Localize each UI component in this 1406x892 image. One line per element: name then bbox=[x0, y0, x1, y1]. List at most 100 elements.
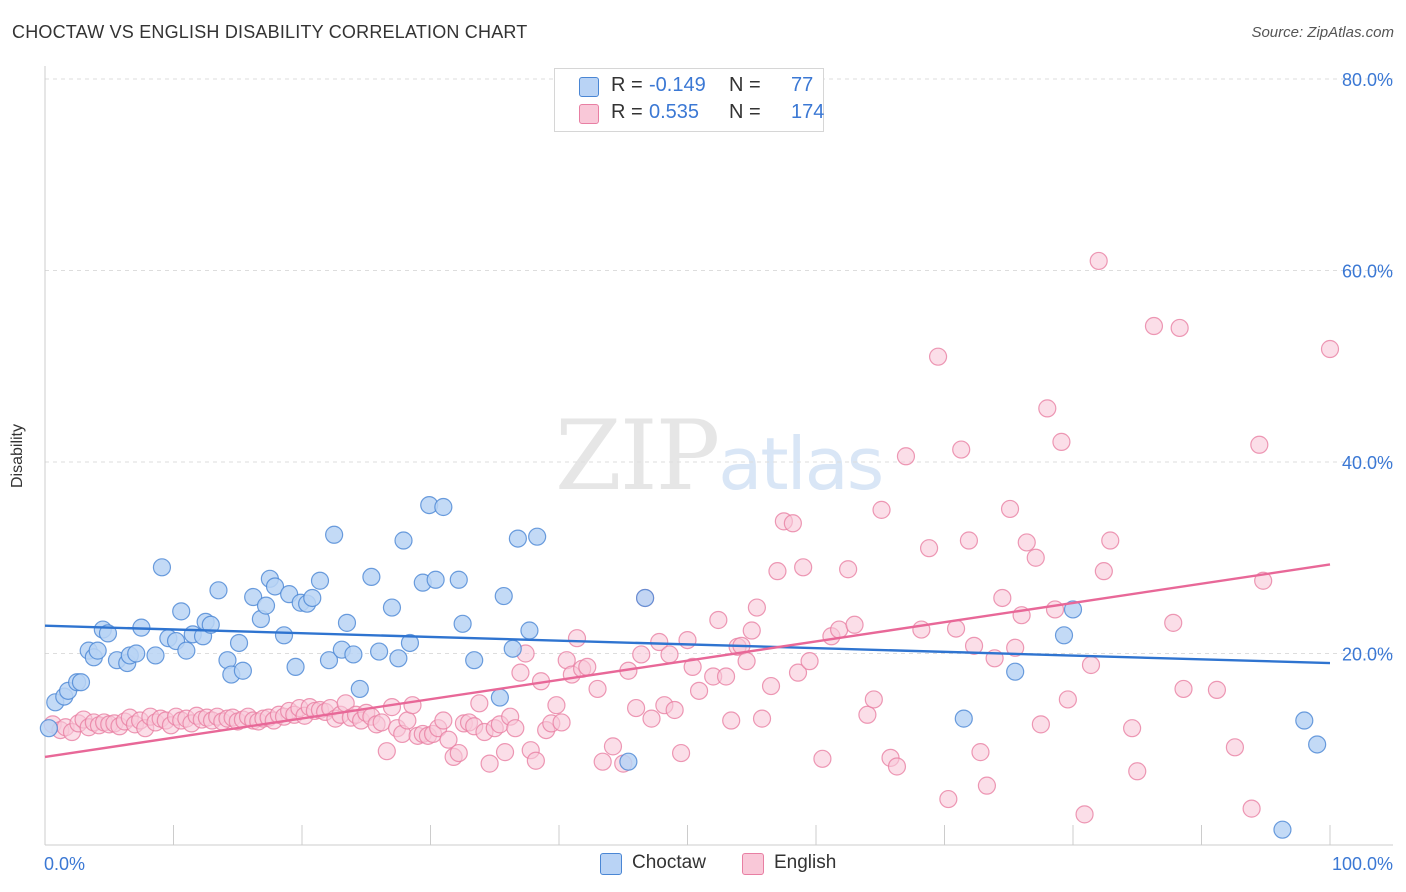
english-point bbox=[830, 620, 849, 639]
choctaw-point bbox=[319, 651, 339, 670]
choctaw-point bbox=[71, 673, 91, 692]
english-point bbox=[1144, 316, 1164, 336]
choctaw-point bbox=[490, 688, 509, 707]
choctaw-point bbox=[389, 649, 408, 668]
english-point bbox=[377, 742, 396, 761]
choctaw-point bbox=[954, 709, 973, 728]
english-point bbox=[752, 709, 772, 728]
english-point bbox=[761, 676, 781, 696]
choctaw-point bbox=[310, 571, 330, 590]
english-point bbox=[946, 619, 966, 638]
choctaw-point bbox=[1063, 600, 1083, 619]
english-point bbox=[858, 705, 877, 724]
english-point bbox=[1242, 799, 1261, 818]
choctaw-point bbox=[350, 679, 369, 699]
english-point bbox=[382, 698, 402, 717]
trend-lines bbox=[44, 563, 1331, 759]
english-point bbox=[839, 560, 858, 579]
choctaw-point bbox=[177, 641, 196, 660]
x-tick-label: 0.0% bbox=[44, 854, 85, 874]
english-point bbox=[1000, 499, 1020, 519]
choctaw-point bbox=[1273, 820, 1292, 839]
english-point bbox=[547, 696, 566, 715]
english-point bbox=[993, 588, 1012, 608]
english-point bbox=[742, 621, 761, 640]
english-point bbox=[1128, 762, 1147, 781]
english-point bbox=[626, 698, 646, 718]
watermark-zip: ZIP bbox=[555, 400, 720, 512]
english-point bbox=[1031, 715, 1050, 734]
english-point bbox=[709, 610, 728, 630]
tick-labels: 20.0% 40.0% 60.0% 80.0% 0.0% 100.0% bbox=[44, 70, 1393, 874]
english-point bbox=[1081, 655, 1101, 675]
english-point bbox=[919, 539, 939, 558]
choctaw-point bbox=[1054, 626, 1074, 645]
y-tick-label: 40.0% bbox=[1342, 453, 1393, 473]
legend-r-label: R = bbox=[611, 74, 643, 96]
choctaw-point bbox=[146, 646, 165, 665]
watermark: ZIPatlas bbox=[555, 400, 884, 512]
english-point bbox=[1045, 600, 1065, 619]
english-point bbox=[964, 636, 984, 655]
watermark-atlas: atlas bbox=[718, 422, 884, 506]
english-point bbox=[1038, 399, 1057, 418]
english-point bbox=[800, 652, 819, 671]
english-point bbox=[1101, 531, 1120, 550]
english-point bbox=[1320, 339, 1340, 359]
english-point bbox=[747, 598, 766, 617]
choctaw-point bbox=[400, 633, 420, 653]
english-point bbox=[864, 690, 883, 709]
choctaw-point bbox=[1006, 662, 1025, 681]
legend-label-choctaw: Choctaw bbox=[632, 852, 706, 873]
english-point bbox=[593, 752, 612, 771]
english-point bbox=[788, 663, 808, 682]
english-point bbox=[783, 514, 802, 533]
choctaw-point bbox=[201, 615, 220, 634]
legend-swatch-choctaw bbox=[600, 853, 622, 875]
english-point bbox=[977, 776, 997, 795]
english-point bbox=[671, 743, 691, 763]
choctaw-point bbox=[172, 602, 191, 621]
choctaw-point bbox=[344, 645, 363, 664]
choctaw-point bbox=[465, 651, 484, 670]
choctaw-point bbox=[303, 588, 322, 608]
choctaw-point bbox=[286, 657, 305, 677]
choctaw-point bbox=[209, 581, 228, 600]
english-point bbox=[683, 657, 702, 677]
english-point bbox=[689, 681, 709, 700]
legend-swatch-choctaw bbox=[579, 77, 599, 97]
choctaw-point bbox=[152, 558, 172, 577]
english-point bbox=[578, 657, 597, 677]
legend-n-value: 77 bbox=[791, 74, 814, 96]
choctaw-point bbox=[449, 570, 468, 589]
english-point bbox=[603, 737, 623, 756]
choctaw-point bbox=[520, 621, 539, 640]
legend-n-label: N = bbox=[729, 101, 761, 123]
english-point bbox=[526, 751, 545, 770]
english-point bbox=[1058, 690, 1077, 709]
choctaw-point bbox=[635, 588, 655, 608]
choctaw-point bbox=[426, 570, 445, 589]
english-point bbox=[1174, 679, 1193, 699]
choctaw-point bbox=[394, 531, 413, 550]
english-point bbox=[650, 632, 669, 652]
english-point bbox=[971, 743, 990, 762]
choctaw-point bbox=[229, 633, 249, 653]
choctaw-point bbox=[274, 626, 294, 645]
english-point bbox=[952, 440, 971, 459]
english-point bbox=[1094, 562, 1113, 581]
english-point bbox=[372, 713, 391, 732]
choctaw-point bbox=[98, 624, 118, 643]
english-point bbox=[588, 679, 607, 699]
english-point bbox=[552, 713, 571, 732]
source-label: Source: ZipAtlas.com bbox=[1251, 24, 1394, 41]
english-point bbox=[1254, 571, 1273, 590]
choctaw-point bbox=[256, 596, 276, 615]
english-point bbox=[1089, 251, 1108, 271]
choctaw-point bbox=[325, 525, 344, 544]
english-point bbox=[449, 743, 468, 763]
english-point bbox=[439, 730, 458, 749]
legend-r-value: 0.535 bbox=[649, 101, 700, 123]
english-point bbox=[495, 743, 515, 762]
